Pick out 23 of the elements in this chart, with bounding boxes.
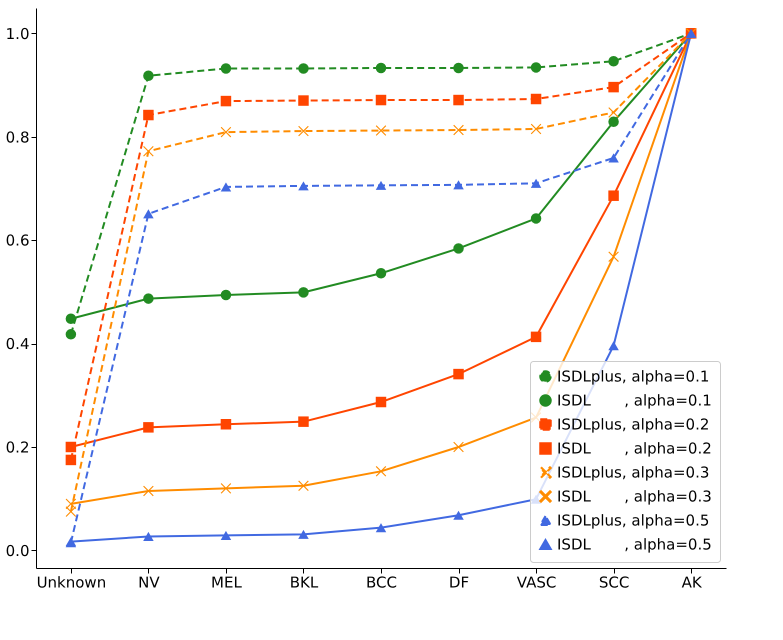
y-tick-label: 0.4 [6, 335, 30, 354]
x-tick-label: MEL [211, 574, 242, 592]
legend-label: ISDLplus, alpha=0.5 [557, 512, 710, 530]
x-tick-label: BCC [366, 574, 397, 592]
x-tick-label: Unknown [36, 574, 106, 592]
legend-label: ISDL , alpha=0.5 [557, 536, 712, 554]
y-tick-label: 0.0 [6, 542, 30, 560]
legend-label: ISDLplus, alpha=0.1 [557, 368, 710, 386]
x-tick-label: BKL [290, 574, 319, 592]
x-tick-label: AK [682, 574, 703, 592]
legend-label: ISDLplus, alpha=0.3 [557, 464, 710, 482]
y-tick-label: 0.6 [6, 232, 30, 250]
x-tick-label: VASC [516, 574, 556, 592]
y-tick-label: 1.0 [6, 24, 30, 43]
x-tick-label: DF [448, 574, 470, 592]
y-tick-label: 0.8 [6, 128, 30, 146]
legend-label: ISDL , alpha=0.1 [557, 392, 712, 410]
x-tick-label: NV [138, 574, 160, 592]
legend-label: ISDL , alpha=0.2 [557, 440, 712, 458]
x-tick-label: SCC [598, 574, 630, 592]
legend-label: ISDL , alpha=0.3 [557, 488, 712, 506]
legend-label: ISDLplus, alpha=0.2 [557, 416, 710, 434]
y-tick-label: 0.2 [6, 438, 30, 457]
